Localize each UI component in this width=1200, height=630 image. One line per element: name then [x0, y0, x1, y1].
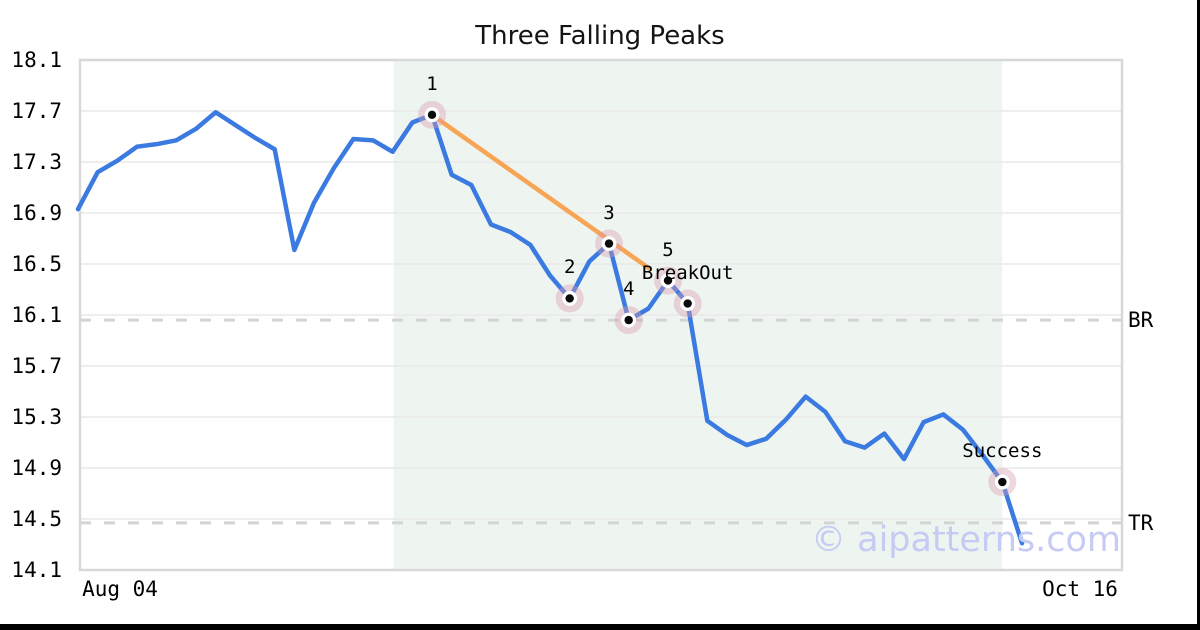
right-edge-bar — [1197, 0, 1200, 630]
chart-title: Three Falling Peaks — [475, 21, 725, 51]
price-line — [75, 110, 1025, 546]
marker-dot — [565, 294, 574, 303]
watermark: © aipatterns.com — [810, 520, 1122, 560]
marker-dot — [683, 299, 692, 308]
marker-dot — [663, 276, 673, 285]
bottom-edge-bar — [0, 624, 1200, 630]
marker-dot — [624, 315, 633, 325]
plot-border — [78, 58, 1124, 572]
marker-dot — [604, 239, 614, 248]
marker-dot — [427, 110, 437, 120]
marker-dot — [998, 477, 1007, 487]
